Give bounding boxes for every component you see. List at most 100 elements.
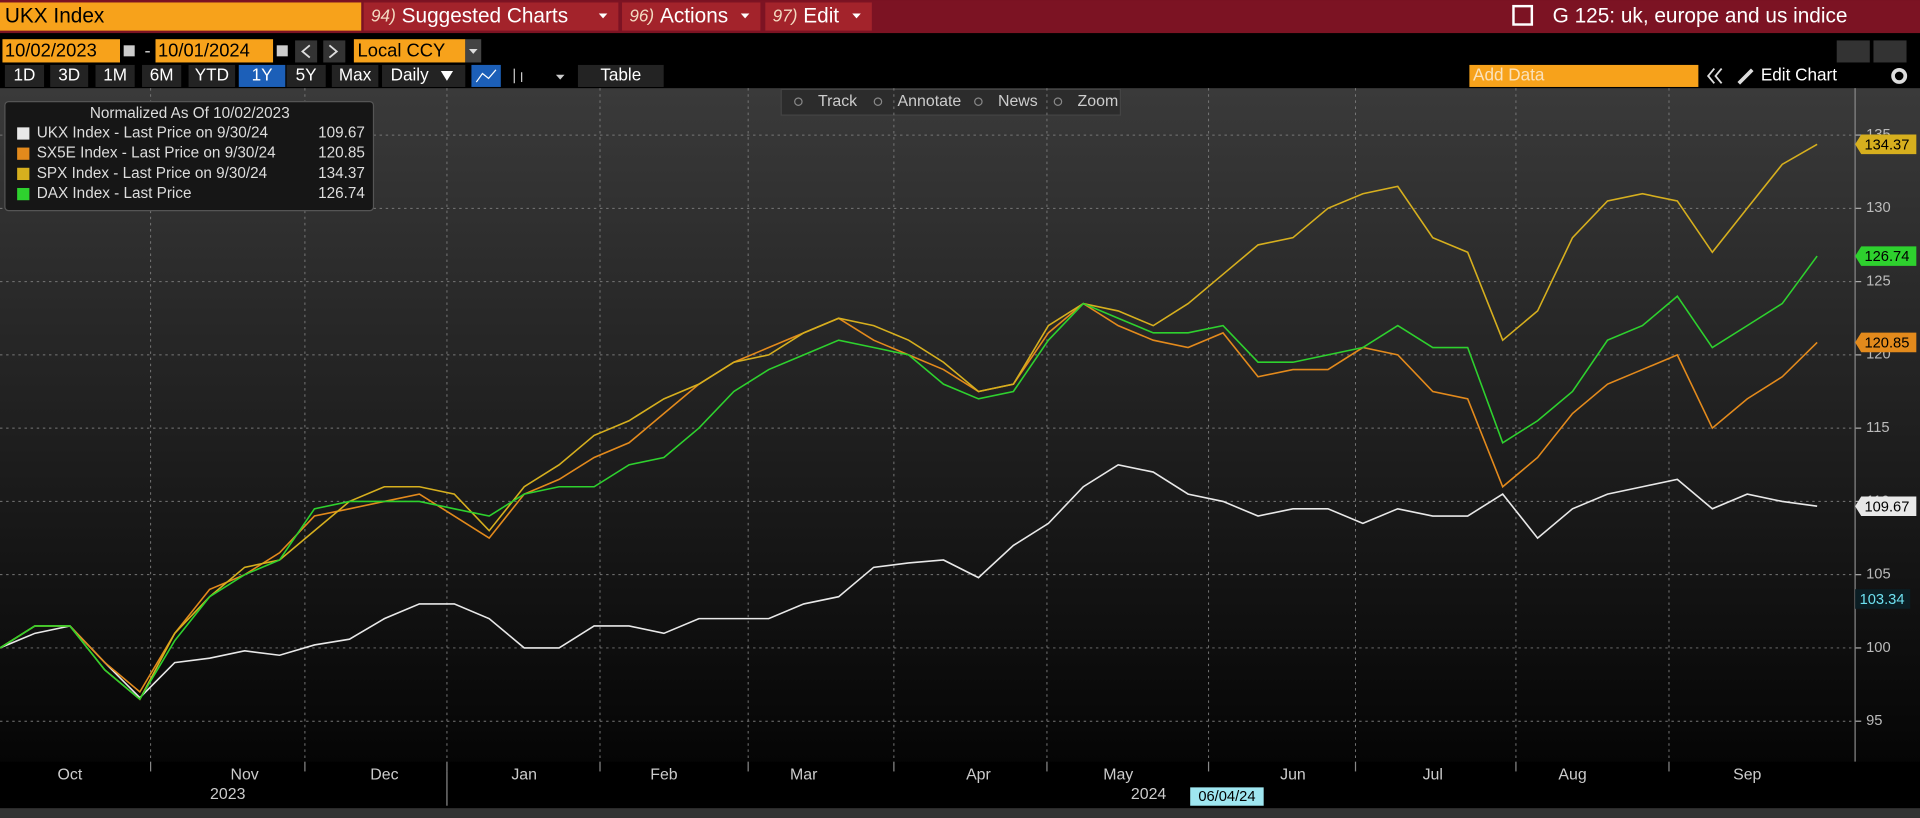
start-date-field[interactable]: [2, 39, 120, 63]
security-field[interactable]: [0, 2, 362, 31]
y-tick-label: 125: [1866, 273, 1891, 289]
y-tick-label: 95: [1866, 713, 1882, 729]
dropdown-arrow: [555, 74, 565, 80]
end-date: 10/01/2024: [158, 39, 250, 60]
period-label: 3D: [58, 64, 80, 84]
edit-chart[interactable]: Edit Chart: [1761, 64, 1837, 84]
settings-icon[interactable]: [1891, 67, 1908, 84]
x-tick-label: Oct: [58, 766, 83, 783]
tool-label[interactable]: Annotate: [898, 93, 962, 110]
frequency-button[interactable]: [382, 64, 466, 87]
line-icon: [475, 69, 497, 83]
tool-label[interactable]: News: [998, 93, 1038, 110]
dropdown-arrow: [740, 13, 750, 19]
period-label: 5Y: [296, 64, 318, 84]
security: UKX Index: [5, 5, 105, 28]
period-button[interactable]: [238, 64, 286, 87]
menu-button[interactable]: [622, 2, 761, 31]
pencil-icon[interactable]: [1737, 68, 1754, 85]
series-line: [0, 255, 1818, 701]
x-tick-label: Mar: [790, 766, 818, 783]
period-button[interactable]: [142, 64, 182, 87]
x-tick-label: Jun: [1280, 766, 1306, 783]
price-tag-label: 120.85: [1864, 336, 1909, 352]
dropdown-arrow: [852, 13, 861, 19]
nav-arrow: [301, 44, 311, 59]
y-tick-label: 105: [1866, 567, 1891, 583]
menu-button[interactable]: [765, 2, 872, 31]
period-button[interactable]: [50, 64, 89, 87]
x-tick-label: Jan: [511, 766, 537, 783]
x-tick-label: May: [1103, 766, 1133, 783]
x-tick-label: Apr: [966, 766, 991, 783]
plot-layer: 95100105110115120125130135OctNovDecJanFe…: [0, 88, 1917, 806]
window-title: G 125: uk, europe and us indice: [1553, 5, 1848, 28]
y-tick-label: 115: [1866, 420, 1889, 436]
legend-swatch: [17, 167, 30, 181]
x-tick-label: Dec: [370, 766, 398, 783]
add-data: Add Data: [1473, 64, 1545, 84]
calendar-icon[interactable]: [123, 45, 135, 57]
tool-icon: [1053, 97, 1063, 106]
period-button[interactable]: [286, 64, 326, 87]
legend-value: 134.37: [318, 165, 365, 182]
currency: Local CCY: [358, 39, 446, 60]
menu-number: 96): [629, 6, 654, 26]
currency-field[interactable]: [353, 39, 466, 63]
legend-value: 109.67: [318, 125, 365, 142]
calendar-icon[interactable]: [276, 45, 288, 57]
tool-icon: [873, 97, 883, 106]
tool-label[interactable]: Zoom: [1078, 93, 1119, 110]
menu-button[interactable]: [363, 2, 619, 31]
legend-name: UKX Index - Last Price on 9/30/24: [37, 125, 269, 142]
bar-icon: [513, 68, 523, 84]
period-label: 6M: [150, 64, 174, 84]
price-tag-label: 126.74: [1864, 249, 1909, 265]
period-button[interactable]: [331, 64, 379, 87]
crosshair-date: 06/04/24: [1198, 789, 1255, 805]
period-button[interactable]: [95, 64, 135, 87]
x-tick-label: Jul: [1423, 766, 1443, 783]
chart-toolbar: [780, 88, 1122, 116]
x-tick-label: Aug: [1558, 766, 1586, 783]
popout-icon[interactable]: [1512, 4, 1534, 26]
end-date-field[interactable]: [155, 39, 274, 63]
bottom-strip: [0, 808, 1920, 818]
x-tick-label: Sep: [1733, 766, 1761, 783]
menu-label: Actions: [660, 5, 728, 28]
undo-redo[interactable]: [1873, 40, 1907, 63]
price-tag: [1855, 134, 1917, 155]
series-line: [0, 463, 1818, 699]
table-button[interactable]: [577, 64, 664, 87]
add-data-field[interactable]: [1469, 64, 1699, 87]
series-line: [0, 143, 1818, 701]
table: Table: [600, 64, 641, 84]
legend-name: DAX Index - Last Price: [37, 185, 192, 202]
y-tick-label: 100: [1866, 640, 1891, 656]
collapse-icon[interactable]: [1706, 68, 1723, 84]
tool-label[interactable]: Track: [818, 93, 857, 110]
frequency: Daily: [391, 64, 430, 84]
menu-label: Suggested Charts: [402, 5, 568, 28]
legend-swatch: [17, 147, 30, 160]
x-tick-label: Feb: [650, 766, 678, 783]
nav-button[interactable]: [323, 40, 346, 63]
legend-title: Normalized As Of 10/02/2023: [90, 105, 290, 122]
x-tick-label: Nov: [230, 766, 258, 783]
year-label: 2024: [1131, 786, 1167, 803]
menu-label: Edit: [803, 5, 839, 28]
price-tag: [1855, 332, 1917, 353]
legend-box: [4, 101, 375, 212]
legend-name: SX5E Index - Last Price on 9/30/24: [37, 145, 276, 162]
undo-redo[interactable]: [1836, 40, 1870, 63]
menu-number: 97): [773, 6, 798, 26]
legend-value: 120.85: [318, 145, 365, 162]
ui-layer: 94) Suggested Charts 96) Actions 97) Edit 10/0…: [2, 2, 1908, 116]
nav-button[interactable]: [295, 40, 318, 63]
tool-icon: [794, 97, 803, 106]
period-label: Max: [339, 64, 372, 84]
legend-swatch: [17, 187, 30, 201]
period-button[interactable]: [4, 64, 45, 87]
period-button[interactable]: [188, 64, 236, 87]
